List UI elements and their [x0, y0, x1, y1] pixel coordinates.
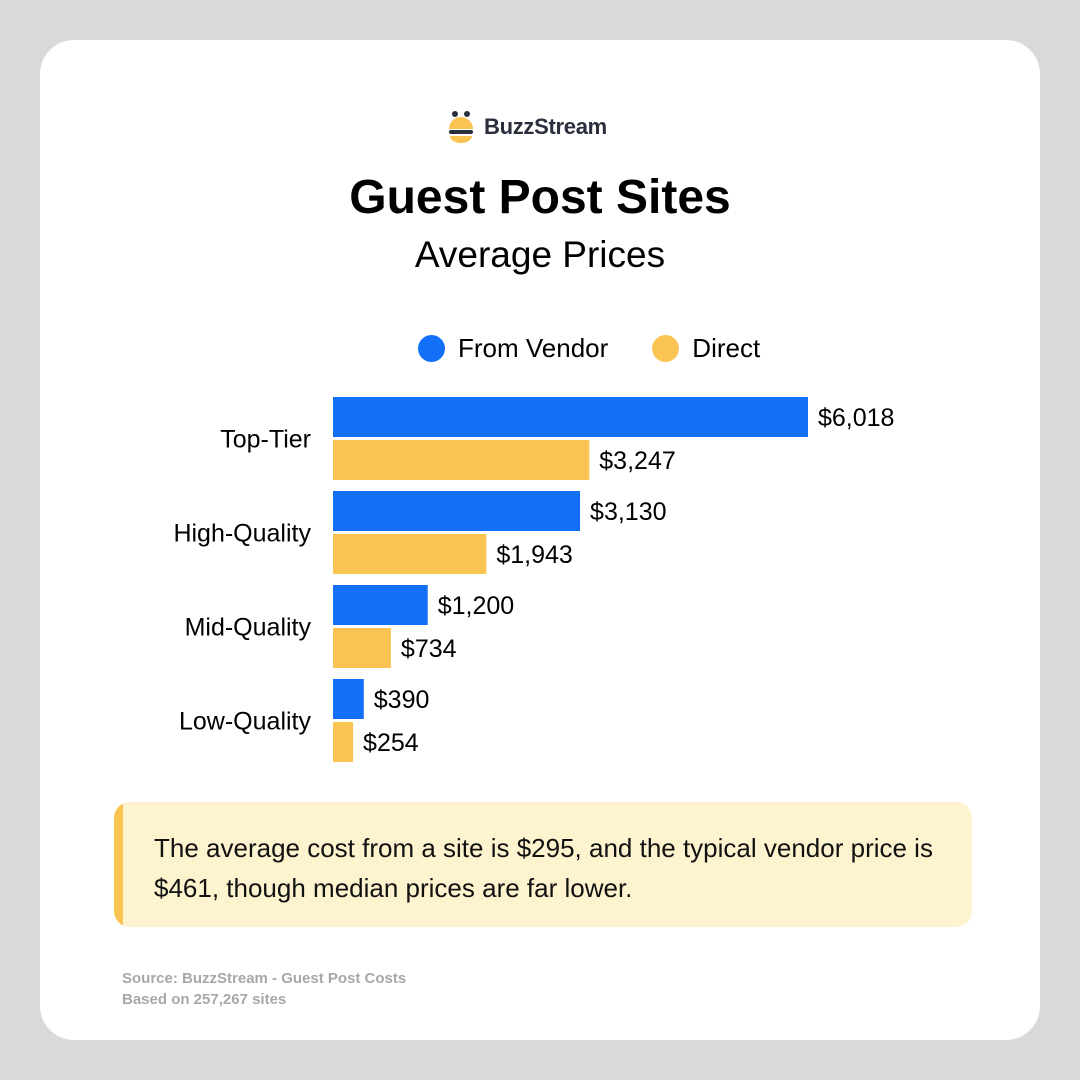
bar [333, 397, 808, 437]
source-line: Source: BuzzStream - Guest Post Costs [122, 970, 407, 987]
callout-text: The average cost from a site is $295, an… [154, 833, 933, 903]
brand-name: BuzzStream [484, 114, 607, 139]
bar-value-label: $1,200 [438, 592, 514, 620]
bar [333, 679, 364, 719]
legend-label-direct: Direct [692, 333, 761, 363]
bar-value-label: $734 [401, 635, 457, 663]
chart-subtitle: Average Prices [414, 234, 666, 275]
bar-value-label: $1,943 [496, 541, 572, 569]
legend-label-vendor: From Vendor [458, 333, 609, 363]
bar [333, 440, 590, 480]
chart-title: Guest Post Sites [349, 171, 731, 224]
bar-value-label: $3,247 [599, 447, 675, 475]
sample-size-line: Based on 257,267 sites [122, 991, 287, 1008]
source-note: Source: BuzzStream - Guest Post Costs Ba… [122, 968, 406, 1010]
category-label: Low-Quality [179, 708, 311, 736]
legend-dot-vendor [418, 335, 445, 362]
bar [333, 491, 581, 531]
category-label: Mid-Quality [185, 614, 312, 642]
bar [333, 722, 354, 762]
callout-box: The average cost from a site is $295, an… [114, 802, 972, 927]
legend-item-vendor: From Vendor [418, 333, 608, 364]
brand-logo: BuzzStream [448, 108, 607, 146]
legend: From Vendor Direct [418, 333, 804, 364]
callout-accent-bar [114, 802, 123, 927]
bar [333, 585, 428, 625]
bar-value-label: $390 [374, 686, 430, 714]
category-label: Top-Tier [220, 426, 311, 454]
legend-dot-direct [652, 335, 680, 362]
buzzstream-bee-logo-icon [449, 111, 473, 143]
bar [333, 534, 487, 574]
category-label: High-Quality [173, 520, 311, 548]
bar-value-label: $3,130 [590, 498, 666, 526]
bar-value-label: $6,018 [818, 404, 894, 432]
legend-item-direct: Direct [652, 333, 760, 364]
bar-value-label: $254 [363, 729, 419, 757]
bar [333, 628, 391, 668]
